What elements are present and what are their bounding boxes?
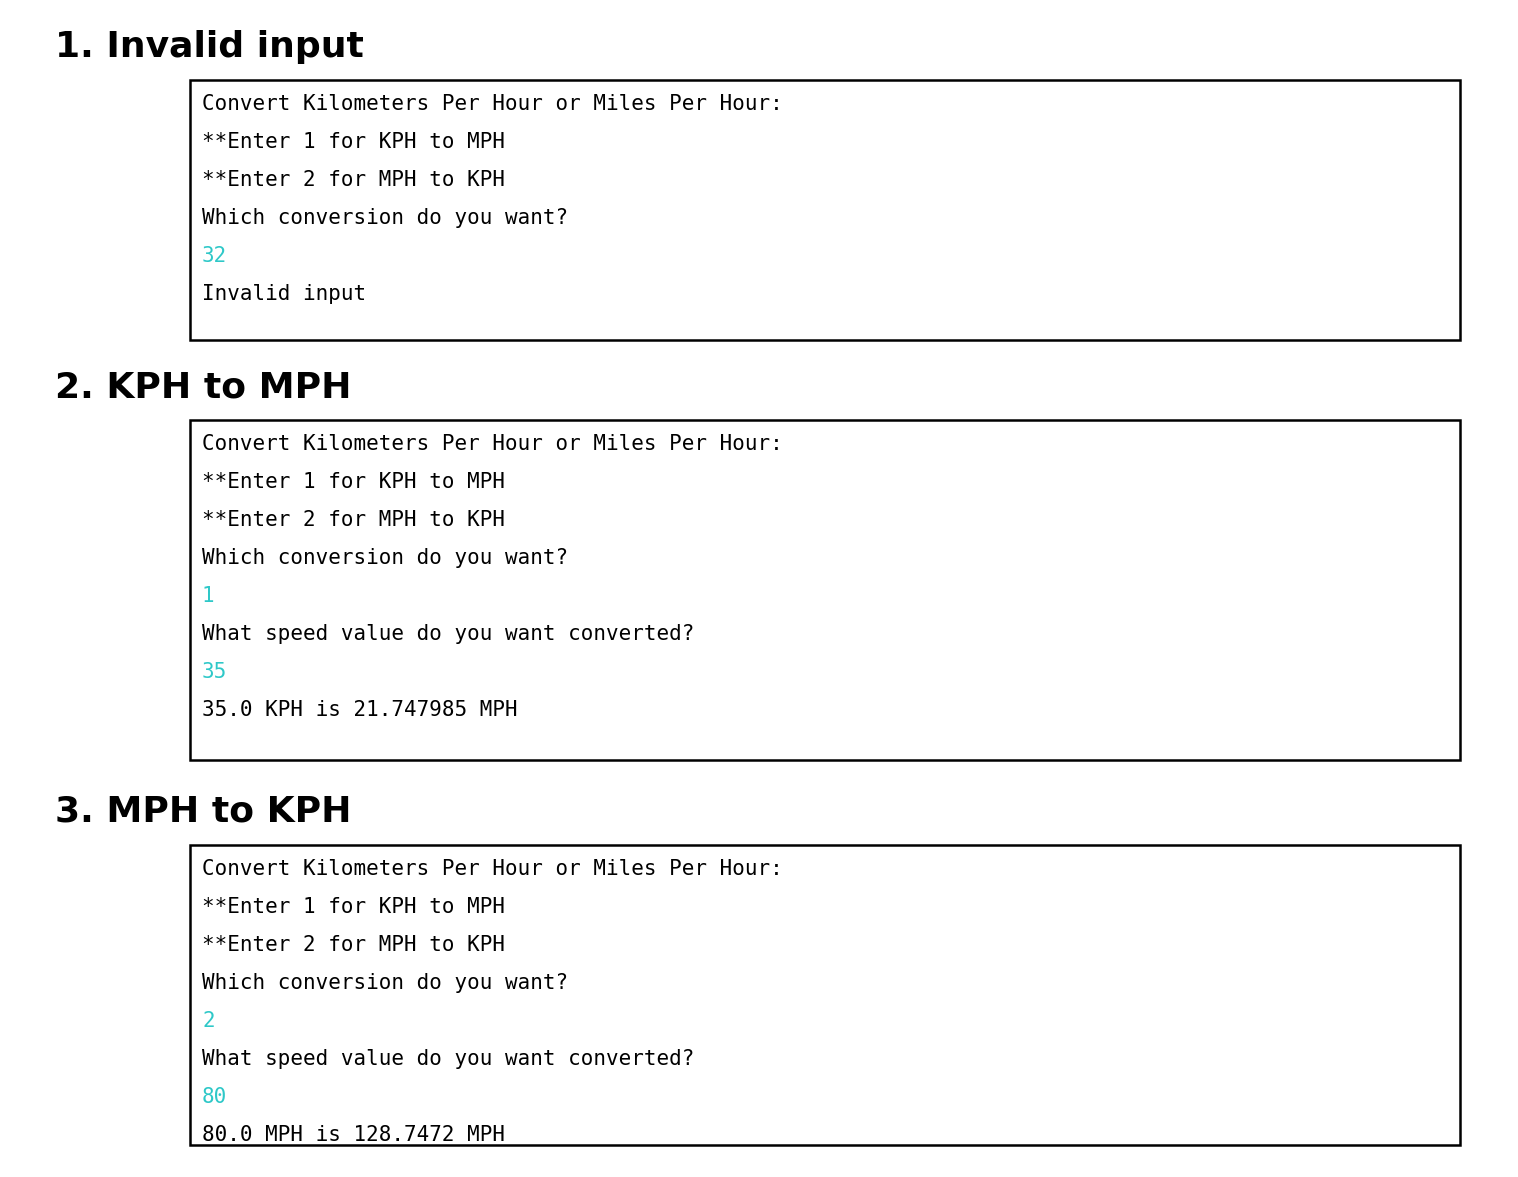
Text: **Enter 1 for KPH to MPH: **Enter 1 for KPH to MPH (202, 472, 505, 492)
Text: 32: 32 (202, 246, 228, 266)
Text: What speed value do you want converted?: What speed value do you want converted? (202, 1049, 694, 1069)
Text: Which conversion do you want?: Which conversion do you want? (202, 973, 568, 993)
Text: **Enter 2 for MPH to KPH: **Enter 2 for MPH to KPH (202, 935, 505, 955)
Text: What speed value do you want converted?: What speed value do you want converted? (202, 624, 694, 644)
Text: 1. Invalid input: 1. Invalid input (55, 29, 364, 64)
Text: Convert Kilometers Per Hour or Miles Per Hour:: Convert Kilometers Per Hour or Miles Per… (202, 434, 783, 454)
Bar (190, 420, 1460, 760)
Text: 2. KPH to MPH: 2. KPH to MPH (55, 370, 352, 404)
Text: **Enter 2 for MPH to KPH: **Enter 2 for MPH to KPH (202, 510, 505, 530)
Text: 35.0 KPH is 21.747985 MPH: 35.0 KPH is 21.747985 MPH (202, 700, 518, 720)
Text: 80.0 MPH is 128.7472 MPH: 80.0 MPH is 128.7472 MPH (202, 1125, 505, 1145)
Bar (190, 80, 1460, 340)
Text: 2: 2 (202, 1011, 214, 1031)
Text: 3. MPH to KPH: 3. MPH to KPH (55, 794, 352, 829)
Text: Which conversion do you want?: Which conversion do you want? (202, 208, 568, 228)
Text: 35: 35 (202, 661, 228, 681)
Text: Convert Kilometers Per Hour or Miles Per Hour:: Convert Kilometers Per Hour or Miles Per… (202, 859, 783, 879)
Text: **Enter 1 for KPH to MPH: **Enter 1 for KPH to MPH (202, 897, 505, 917)
Text: Convert Kilometers Per Hour or Miles Per Hour:: Convert Kilometers Per Hour or Miles Per… (202, 94, 783, 114)
Text: Invalid input: Invalid input (202, 284, 366, 304)
Bar (190, 845, 1460, 1145)
Text: 80: 80 (202, 1088, 228, 1108)
Text: Which conversion do you want?: Which conversion do you want? (202, 548, 568, 568)
Text: **Enter 2 for MPH to KPH: **Enter 2 for MPH to KPH (202, 169, 505, 189)
Text: 1: 1 (202, 586, 214, 606)
Text: **Enter 1 for KPH to MPH: **Enter 1 for KPH to MPH (202, 132, 505, 152)
